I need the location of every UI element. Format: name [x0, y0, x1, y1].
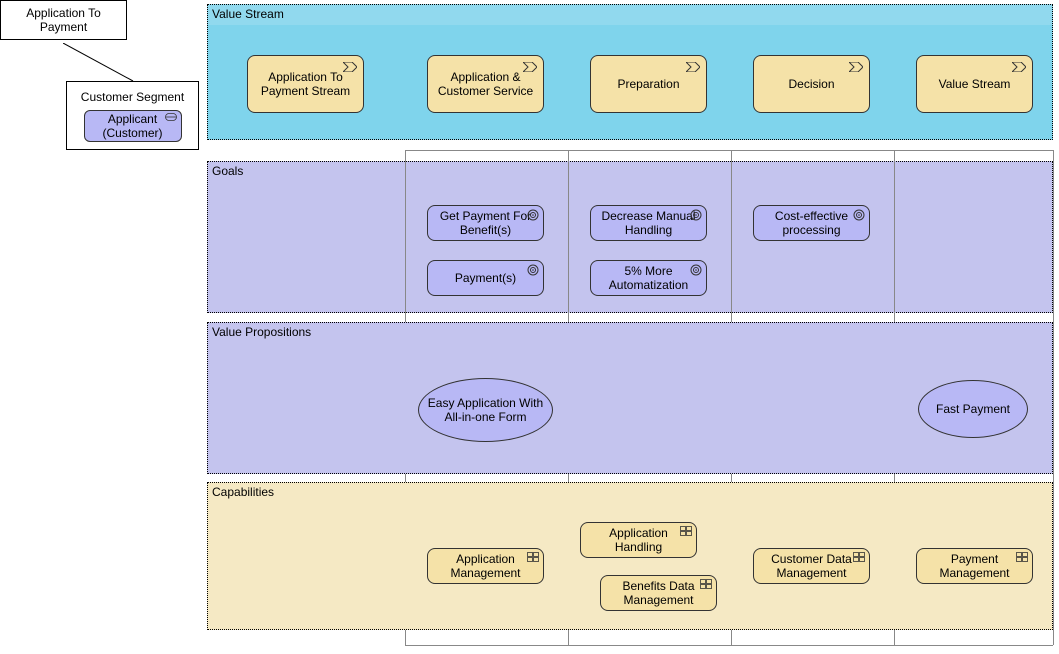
vs-preparation: Preparation: [590, 55, 707, 113]
cap-customer-data-mgmt-label: Customer Data Management: [762, 552, 861, 580]
vp-fast-payment: Fast Payment: [918, 380, 1028, 438]
vs-value-stream: Value Stream: [916, 55, 1033, 113]
vp-easy-application-label: Easy Application With All-in-one Form: [423, 396, 548, 424]
goal-payment-benefits-label: Get Payment For Benefit(s): [436, 209, 535, 237]
value-propositions-section-label: Value Propositions: [212, 325, 311, 339]
capability-icon: [700, 579, 712, 589]
cap-application-handling-label: Application Handling: [589, 526, 688, 554]
grid-row-bottom: [405, 645, 1053, 646]
chevron-icon: [686, 62, 700, 72]
chevron-icon: [523, 62, 537, 72]
customer-segment-box: Customer Segment Applicant (Customer): [66, 81, 199, 150]
cap-benefits-data-mgmt: Benefits Data Management: [600, 575, 717, 611]
customer-segment-label: Customer Segment: [81, 90, 184, 104]
vp-easy-application: Easy Application With All-in-one Form: [418, 378, 553, 442]
vs-box-4-label: Decision: [788, 77, 834, 91]
goal-automation-label: 5% More Automatization: [599, 264, 698, 292]
cap-benefits-data-mgmt-label: Benefits Data Management: [609, 579, 708, 607]
capability-icon: [1016, 552, 1028, 562]
capability-icon: [853, 552, 865, 562]
vs-decision: Decision: [753, 55, 870, 113]
capability-icon: [680, 526, 692, 536]
application-to-payment-label: Application To Payment: [5, 6, 122, 34]
target-icon: [527, 209, 539, 221]
grid-row-top: [405, 150, 1053, 151]
cap-application-mgmt-label: Application Management: [436, 552, 535, 580]
target-icon: [690, 209, 702, 221]
goals-section-label: Goals: [212, 164, 243, 178]
cap-payment-mgmt: Payment Management: [916, 548, 1033, 584]
goal-automation: 5% More Automatization: [590, 260, 707, 296]
vs-application-customer-service: Application & Customer Service: [427, 55, 544, 113]
applicant-role: Applicant (Customer): [84, 110, 182, 142]
value-stream-section-label: Value Stream: [212, 7, 284, 21]
target-icon: [690, 264, 702, 276]
grid-col-end: [1053, 150, 1054, 645]
vs-box-3-label: Preparation: [617, 77, 679, 91]
capabilities-section-label: Capabilities: [212, 485, 274, 499]
cap-application-mgmt: Application Management: [427, 548, 544, 584]
goal-payment-benefits: Get Payment For Benefit(s): [427, 205, 544, 241]
goal-decrease-manual-label: Decrease Manual Handling: [599, 209, 698, 237]
vs-application-payment-stream: Application To Payment Stream: [247, 55, 364, 113]
goal-decrease-manual: Decrease Manual Handling: [590, 205, 707, 241]
goal-payments: Payment(s): [427, 260, 544, 296]
application-to-payment-box: Application To Payment: [0, 0, 127, 40]
chevron-icon: [849, 62, 863, 72]
applicant-label: Applicant (Customer): [93, 112, 173, 140]
target-icon: [527, 264, 539, 276]
vs-box-1-label: Application To Payment Stream: [256, 70, 355, 98]
goal-cost-effective: Cost-effective processing: [753, 205, 870, 241]
target-icon: [853, 209, 865, 221]
cap-application-handling: Application Handling: [580, 522, 697, 558]
vs-box-5-label: Value Stream: [939, 77, 1011, 91]
vs-box-2-label: Application & Customer Service: [436, 70, 535, 98]
goal-payments-label: Payment(s): [455, 271, 516, 285]
cap-payment-mgmt-label: Payment Management: [925, 552, 1024, 580]
capability-icon: [527, 552, 539, 562]
chevron-icon: [1012, 62, 1026, 72]
goal-cost-effective-label: Cost-effective processing: [762, 209, 861, 237]
role-icon: [165, 113, 177, 121]
vp-fast-payment-label: Fast Payment: [936, 402, 1010, 416]
connector: [63, 43, 143, 83]
chevron-icon: [343, 62, 357, 72]
cap-customer-data-mgmt: Customer Data Management: [753, 548, 870, 584]
